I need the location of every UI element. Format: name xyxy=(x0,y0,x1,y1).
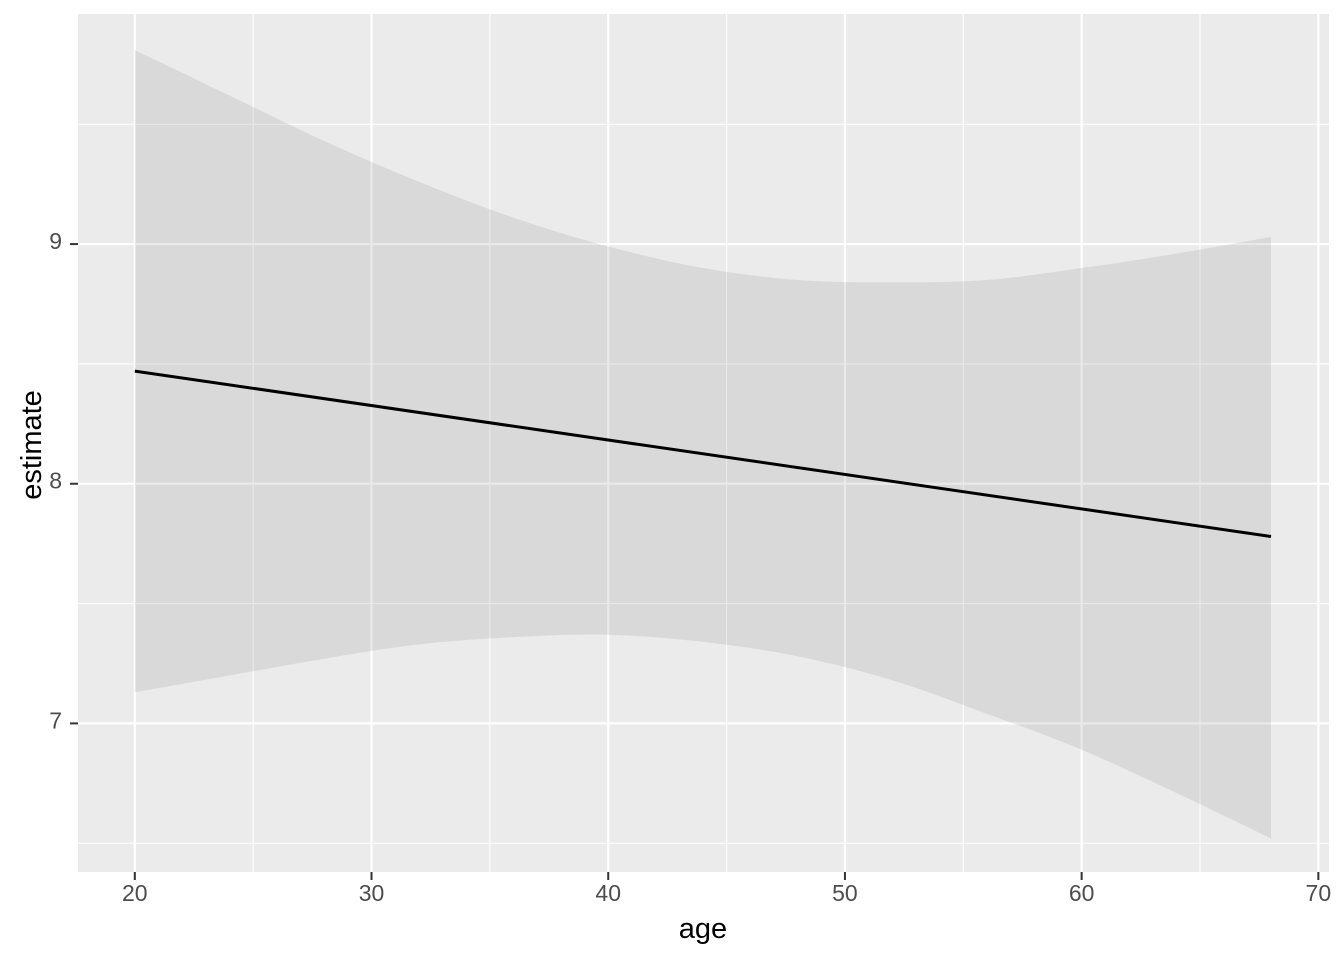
panel-layer xyxy=(78,14,1329,872)
confidence-ribbon xyxy=(134,49,1272,839)
x-axis-tick-label: 50 xyxy=(832,880,858,906)
plot-panel xyxy=(78,14,1329,872)
y-axis-title: estimate xyxy=(16,390,48,500)
x-axis-title: age xyxy=(679,913,727,945)
y-axis-tick-label: 9 xyxy=(49,228,62,254)
axis-layer: 20 30 40 50 60 70 7 8 9 xyxy=(49,228,1331,906)
x-axis-tick-label: 20 xyxy=(122,880,148,906)
y-axis-tick-label: 8 xyxy=(49,468,62,494)
line-layer xyxy=(134,369,1272,538)
gridlines-layer xyxy=(78,14,1329,872)
x-axis-tick-label: 60 xyxy=(1069,880,1095,906)
y-axis-tick-label: 7 xyxy=(49,707,62,733)
x-axis-tick-label: 70 xyxy=(1306,880,1332,906)
regression-line xyxy=(134,369,1272,538)
ribbon-layer xyxy=(134,49,1272,839)
x-axis-tick-label: 40 xyxy=(595,880,621,906)
x-axis-tick-label: 30 xyxy=(359,880,385,906)
